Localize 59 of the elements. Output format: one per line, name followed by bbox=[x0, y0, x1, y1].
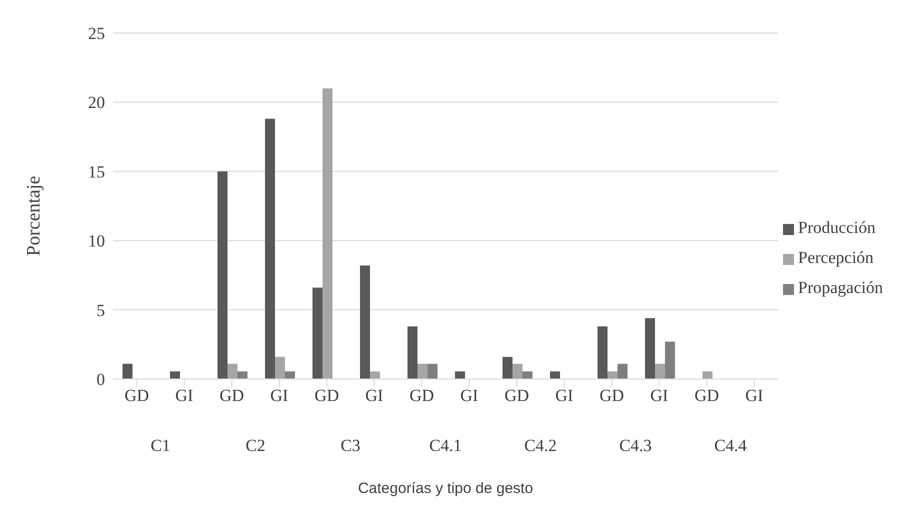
bar bbox=[522, 371, 533, 379]
x-tick-label: GD bbox=[124, 386, 150, 406]
bar bbox=[218, 171, 228, 379]
text: C4.3 bbox=[619, 436, 652, 456]
x-tick-label: GI bbox=[745, 386, 764, 406]
x-tick-label: GI bbox=[175, 386, 194, 406]
bar bbox=[122, 364, 132, 379]
bar bbox=[228, 364, 238, 379]
x-tick-label: GD bbox=[599, 386, 624, 406]
legend-label: Producción bbox=[798, 218, 876, 237]
text: C1 bbox=[150, 436, 170, 456]
bar bbox=[360, 266, 370, 379]
text: C4.4 bbox=[714, 436, 748, 456]
y-tick-label: 15 bbox=[88, 162, 105, 182]
text: C3 bbox=[340, 436, 360, 456]
bar bbox=[665, 342, 676, 379]
text: C4.2 bbox=[524, 436, 557, 456]
x-tick-label: GD bbox=[219, 386, 244, 406]
x-tick-label: GI bbox=[460, 386, 479, 406]
x-tick-label: GI bbox=[650, 386, 669, 406]
bar bbox=[285, 371, 296, 379]
bar bbox=[608, 371, 618, 379]
bar bbox=[645, 318, 656, 379]
bar bbox=[322, 88, 333, 379]
bar bbox=[370, 371, 380, 379]
y-tick-label: 0 bbox=[96, 370, 105, 390]
bar bbox=[238, 371, 248, 379]
bar bbox=[550, 371, 560, 379]
x-tick-label: GD bbox=[314, 386, 340, 406]
bar bbox=[418, 364, 428, 379]
y-tick-label: 5 bbox=[96, 300, 105, 320]
text: C4.1 bbox=[429, 436, 462, 456]
bar bbox=[455, 371, 466, 379]
bar bbox=[502, 356, 513, 379]
y-tick-label: 20 bbox=[88, 93, 105, 112]
bar bbox=[408, 326, 418, 379]
bar bbox=[275, 356, 286, 379]
bar bbox=[702, 371, 713, 379]
legend-label: Percepción bbox=[798, 248, 874, 267]
text: C2 bbox=[246, 436, 266, 456]
x-tick-label: GD bbox=[694, 386, 720, 406]
y-axis-title: Porcentaje bbox=[24, 176, 45, 256]
x-tick-label: GD bbox=[504, 386, 530, 406]
bar bbox=[428, 364, 438, 379]
x-axis-title: Categorías y tipo de gesto bbox=[358, 480, 534, 497]
x-tick-label: GI bbox=[555, 386, 574, 406]
bar bbox=[170, 371, 180, 379]
x-tick-label: GI bbox=[365, 386, 384, 406]
x-tick-label: GI bbox=[270, 386, 289, 406]
bar bbox=[312, 288, 323, 379]
bar bbox=[655, 364, 666, 379]
bar bbox=[598, 326, 608, 379]
bar bbox=[512, 364, 523, 379]
legend-label: Propagación bbox=[798, 278, 883, 297]
x-tick-label: GD bbox=[409, 386, 434, 406]
y-tick-label: 10 bbox=[88, 232, 105, 251]
bar bbox=[265, 118, 276, 379]
y-tick-label: 25 bbox=[88, 24, 105, 44]
bar bbox=[618, 364, 628, 379]
